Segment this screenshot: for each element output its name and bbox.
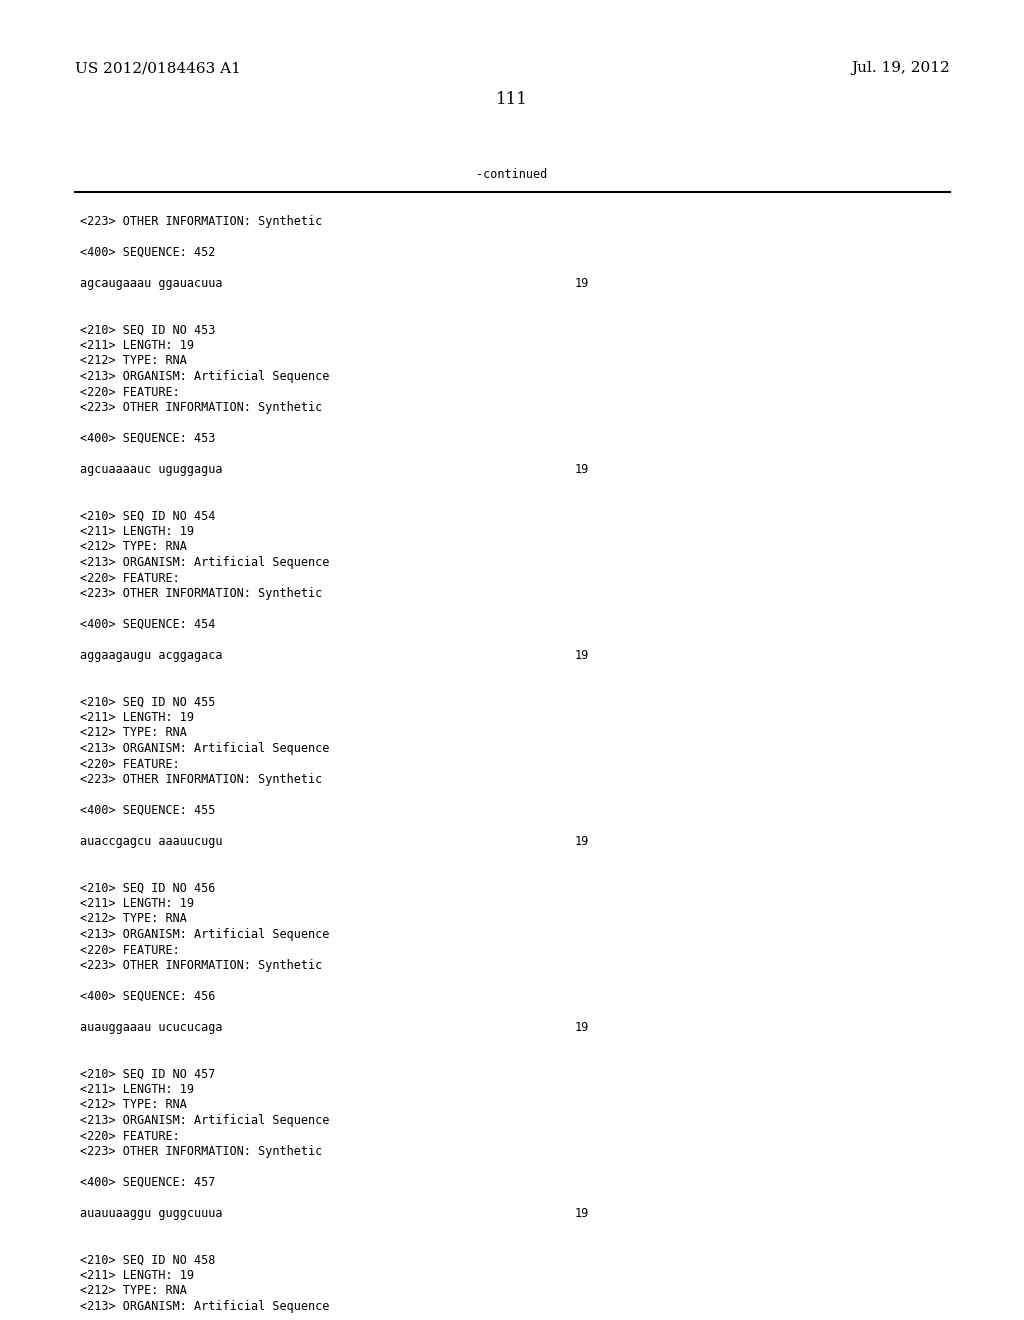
Text: auauuaaggu guggcuuua: auauuaaggu guggcuuua	[80, 1206, 222, 1220]
Text: 19: 19	[575, 277, 589, 290]
Text: <400> SEQUENCE: 456: <400> SEQUENCE: 456	[80, 990, 215, 1003]
Text: 19: 19	[575, 836, 589, 847]
Text: <213> ORGANISM: Artificial Sequence: <213> ORGANISM: Artificial Sequence	[80, 556, 330, 569]
Text: US 2012/0184463 A1: US 2012/0184463 A1	[75, 61, 241, 75]
Text: agcaugaaau ggauacuua: agcaugaaau ggauacuua	[80, 277, 222, 290]
Text: <213> ORGANISM: Artificial Sequence: <213> ORGANISM: Artificial Sequence	[80, 370, 330, 383]
Text: <212> TYPE: RNA: <212> TYPE: RNA	[80, 1098, 186, 1111]
Text: <211> LENGTH: 19: <211> LENGTH: 19	[80, 1269, 194, 1282]
Text: <223> OTHER INFORMATION: Synthetic: <223> OTHER INFORMATION: Synthetic	[80, 1144, 323, 1158]
Text: <210> SEQ ID NO 458: <210> SEQ ID NO 458	[80, 1254, 215, 1266]
Text: <223> OTHER INFORMATION: Synthetic: <223> OTHER INFORMATION: Synthetic	[80, 587, 323, 601]
Text: -continued: -continued	[476, 169, 548, 181]
Text: <223> OTHER INFORMATION: Synthetic: <223> OTHER INFORMATION: Synthetic	[80, 960, 323, 972]
Text: <220> FEATURE:: <220> FEATURE:	[80, 1130, 180, 1143]
Text: <220> FEATURE:: <220> FEATURE:	[80, 385, 180, 399]
Text: <213> ORGANISM: Artificial Sequence: <213> ORGANISM: Artificial Sequence	[80, 1300, 330, 1313]
Text: <223> OTHER INFORMATION: Synthetic: <223> OTHER INFORMATION: Synthetic	[80, 774, 323, 785]
Text: <211> LENGTH: 19: <211> LENGTH: 19	[80, 711, 194, 723]
Text: auaccgagcu aaauucugu: auaccgagcu aaauucugu	[80, 836, 222, 847]
Text: <211> LENGTH: 19: <211> LENGTH: 19	[80, 339, 194, 352]
Text: <212> TYPE: RNA: <212> TYPE: RNA	[80, 540, 186, 553]
Text: <220> FEATURE:: <220> FEATURE:	[80, 572, 180, 585]
Text: <212> TYPE: RNA: <212> TYPE: RNA	[80, 726, 186, 739]
Text: <211> LENGTH: 19: <211> LENGTH: 19	[80, 1082, 194, 1096]
Text: <400> SEQUENCE: 452: <400> SEQUENCE: 452	[80, 246, 215, 259]
Text: <212> TYPE: RNA: <212> TYPE: RNA	[80, 355, 186, 367]
Text: <212> TYPE: RNA: <212> TYPE: RNA	[80, 912, 186, 925]
Text: <213> ORGANISM: Artificial Sequence: <213> ORGANISM: Artificial Sequence	[80, 742, 330, 755]
Text: <210> SEQ ID NO 455: <210> SEQ ID NO 455	[80, 696, 215, 709]
Text: auauggaaau ucucucaga: auauggaaau ucucucaga	[80, 1020, 222, 1034]
Text: <400> SEQUENCE: 455: <400> SEQUENCE: 455	[80, 804, 215, 817]
Text: <223> OTHER INFORMATION: Synthetic: <223> OTHER INFORMATION: Synthetic	[80, 401, 323, 414]
Text: <210> SEQ ID NO 457: <210> SEQ ID NO 457	[80, 1068, 215, 1081]
Text: 19: 19	[575, 1020, 589, 1034]
Text: <211> LENGTH: 19: <211> LENGTH: 19	[80, 898, 194, 909]
Text: <211> LENGTH: 19: <211> LENGTH: 19	[80, 525, 194, 539]
Text: <213> ORGANISM: Artificial Sequence: <213> ORGANISM: Artificial Sequence	[80, 1114, 330, 1127]
Text: <220> FEATURE:: <220> FEATURE:	[80, 944, 180, 957]
Text: <400> SEQUENCE: 457: <400> SEQUENCE: 457	[80, 1176, 215, 1189]
Text: <400> SEQUENCE: 453: <400> SEQUENCE: 453	[80, 432, 215, 445]
Text: Jul. 19, 2012: Jul. 19, 2012	[851, 61, 950, 75]
Text: <400> SEQUENCE: 454: <400> SEQUENCE: 454	[80, 618, 215, 631]
Text: <210> SEQ ID NO 456: <210> SEQ ID NO 456	[80, 882, 215, 895]
Text: <212> TYPE: RNA: <212> TYPE: RNA	[80, 1284, 186, 1298]
Text: 19: 19	[575, 649, 589, 663]
Text: 111: 111	[496, 91, 528, 108]
Text: <223> OTHER INFORMATION: Synthetic: <223> OTHER INFORMATION: Synthetic	[80, 215, 323, 228]
Text: agcuaaaauc uguggagua: agcuaaaauc uguggagua	[80, 463, 222, 477]
Text: aggaagaugu acggagaca: aggaagaugu acggagaca	[80, 649, 222, 663]
Text: 19: 19	[575, 463, 589, 477]
Text: <210> SEQ ID NO 453: <210> SEQ ID NO 453	[80, 323, 215, 337]
Text: <220> FEATURE:: <220> FEATURE:	[80, 758, 180, 771]
Text: <213> ORGANISM: Artificial Sequence: <213> ORGANISM: Artificial Sequence	[80, 928, 330, 941]
Text: 19: 19	[575, 1206, 589, 1220]
Text: <210> SEQ ID NO 454: <210> SEQ ID NO 454	[80, 510, 215, 523]
